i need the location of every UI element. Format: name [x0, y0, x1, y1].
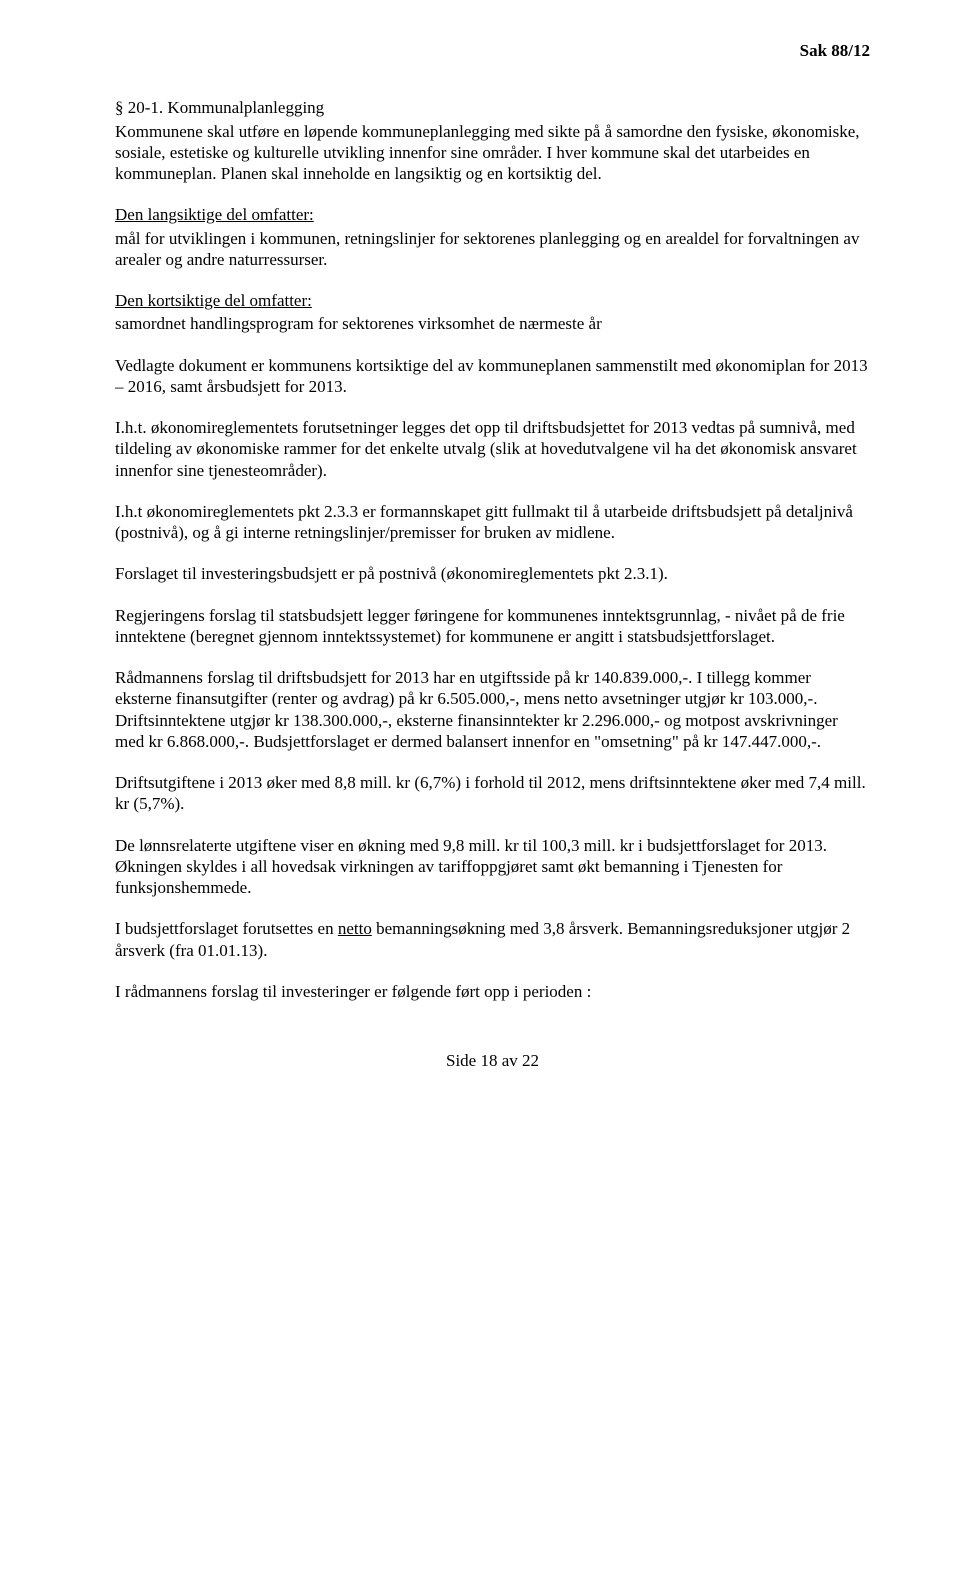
paragraph-9: Rådmannens forslag til driftsbudsjett fo… [115, 667, 870, 752]
paragraph-11: De lønnsrelaterte utgiftene viser en økn… [115, 835, 870, 899]
paragraph-12: I budsjettforslaget forutsettes en netto… [115, 918, 870, 961]
paragraph-10: Driftsutgiftene i 2013 øker med 8,8 mill… [115, 772, 870, 815]
section-2-paragraph: mål for utviklingen i kommunen, retnings… [115, 228, 870, 271]
page-footer: Side 18 av 22 [115, 1050, 870, 1071]
paragraph-6: I.h.t økonomireglementets pkt 2.3.3 er f… [115, 501, 870, 544]
document-page: Sak 88/12 § 20-1. Kommunalplanlegging Ko… [0, 0, 960, 1588]
section-3-paragraph: samordnet handlingsprogram for sektorene… [115, 313, 870, 334]
paragraph-7: Forslaget til investeringsbudsjett er på… [115, 563, 870, 584]
paragraph-12-underline: netto [338, 919, 372, 938]
paragraph-4: Vedlagte dokument er kommunens kortsikti… [115, 355, 870, 398]
section-1-paragraph: Kommunene skal utføre en løpende kommune… [115, 121, 870, 185]
paragraph-8: Regjeringens forslag til statsbudsjett l… [115, 605, 870, 648]
section-2-title: Den langsiktige del omfatter: [115, 205, 314, 224]
section-1-title: § 20-1. Kommunalplanlegging [115, 97, 870, 118]
case-number: Sak 88/12 [115, 40, 870, 61]
paragraph-13: I rådmannens forslag til investeringer e… [115, 981, 870, 1002]
paragraph-12-a: I budsjettforslaget forutsettes en [115, 919, 338, 938]
paragraph-5: I.h.t. økonomireglementets forutsetninge… [115, 417, 870, 481]
section-3-title: Den kortsiktige del omfatter: [115, 291, 312, 310]
